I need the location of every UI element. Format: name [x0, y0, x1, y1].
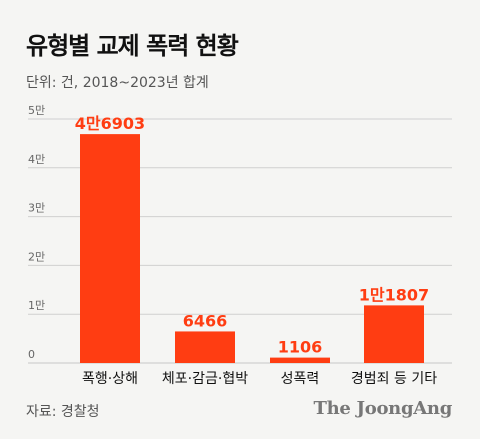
x-category-label: 체포·감금·협박 [162, 371, 248, 387]
publisher-logo: The JoongAng [313, 398, 453, 419]
bar [80, 134, 140, 363]
y-tick-label: 2만 [28, 250, 45, 263]
y-tick-label: 1만 [28, 299, 45, 312]
y-tick-label: 5만 [28, 104, 45, 117]
y-tick-label: 3만 [28, 202, 45, 215]
y-tick-label: 4만 [28, 153, 45, 166]
chart-title: 유형별 교제 폭력 현황 [26, 32, 239, 60]
bar [175, 331, 235, 363]
data-label: 1만1807 [359, 285, 429, 304]
chart-subtitle: 단위: 건, 2018~2023년 합계 [26, 75, 209, 91]
x-category-label: 경범죄 등 기타 [351, 371, 437, 387]
source-note: 자료: 경찰청 [26, 404, 100, 420]
data-label: 4만6903 [75, 114, 145, 133]
data-label: 1106 [278, 338, 323, 357]
data-label: 6466 [183, 311, 228, 330]
bar [364, 305, 424, 363]
y-tick-label: 0 [28, 348, 35, 361]
bar [270, 357, 330, 363]
x-category-label: 성폭력 [281, 371, 320, 387]
x-category-label: 폭행·상해 [82, 371, 138, 387]
